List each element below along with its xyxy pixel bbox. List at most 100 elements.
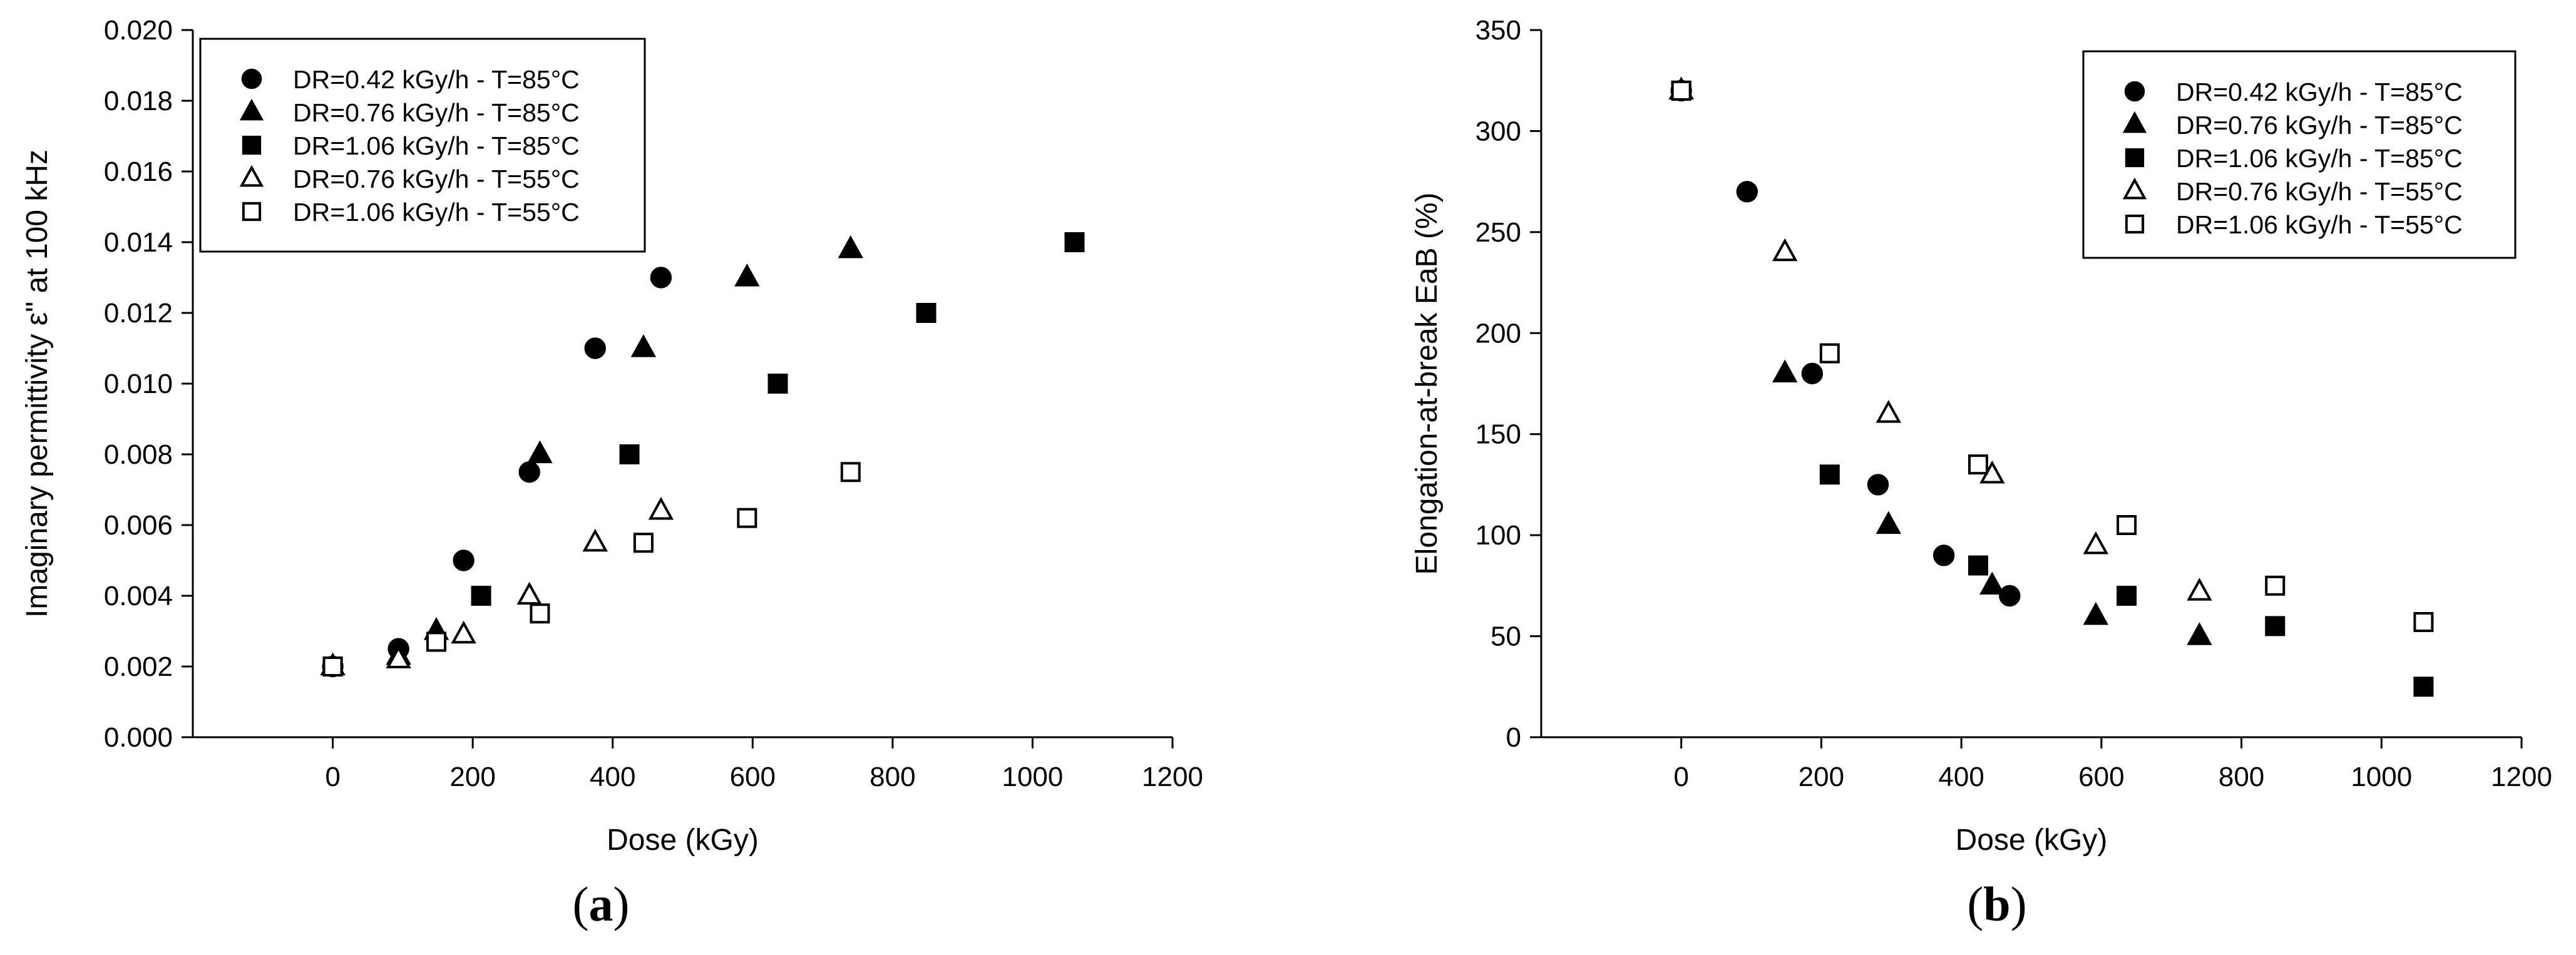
x-tick-label: 1200 bbox=[2491, 762, 2552, 792]
data-point-a-s1-3 bbox=[527, 440, 553, 464]
legend-box bbox=[199, 38, 646, 253]
caption-b: (b) bbox=[1967, 877, 2027, 931]
x-tick-label: 600 bbox=[2078, 762, 2124, 792]
data-point-a-s4-4 bbox=[737, 508, 757, 528]
y-tick-label: 0.010 bbox=[104, 369, 173, 399]
x-tick-label: 600 bbox=[730, 762, 776, 792]
data-point-a-s4-3 bbox=[633, 533, 654, 553]
series-2 bbox=[322, 232, 1085, 677]
y-tick-label: 0.014 bbox=[104, 227, 173, 258]
data-point-b-s2-2 bbox=[1968, 555, 1988, 576]
data-point-b-s2-5 bbox=[2413, 677, 2434, 697]
x-tick-label: 1000 bbox=[1002, 762, 1063, 792]
x-tick-label: 800 bbox=[870, 762, 915, 792]
x-tick-label: 800 bbox=[2219, 762, 2264, 792]
data-point-a-s4-0 bbox=[322, 656, 343, 677]
y-tick-label: 150 bbox=[1475, 419, 1521, 450]
x-tick-label: 1000 bbox=[2351, 762, 2412, 792]
data-point-a-s4-2 bbox=[530, 603, 550, 624]
legend-label-0: DR=0.42 kGy/h - T=85°C bbox=[293, 65, 580, 94]
data-point-b-s3-5 bbox=[2187, 578, 2212, 601]
legend-label-3: DR=0.76 kGy/h - T=55°C bbox=[293, 165, 580, 193]
data-point-a-s1-6 bbox=[838, 235, 863, 258]
y-axis-title: Elongation-at-break EaB (%) bbox=[1410, 193, 1444, 575]
y-axis-title: Imaginary permittivity ε" at 100 kHz bbox=[21, 150, 54, 618]
legend-marker-4 bbox=[2125, 214, 2145, 234]
data-point-a-s1-5 bbox=[734, 263, 760, 287]
data-point-b-s2-3 bbox=[2117, 586, 2137, 606]
legend-label-0: DR=0.42 kGy/h - T=85°C bbox=[2176, 78, 2463, 106]
data-point-b-s1-2 bbox=[1876, 511, 1902, 534]
y-tick-label: 300 bbox=[1475, 116, 1521, 146]
legend-label-4: DR=1.06 kGy/h - T=55°C bbox=[293, 198, 580, 227]
data-point-b-s1-1 bbox=[1772, 359, 1798, 383]
data-point-b-s4-1 bbox=[1819, 343, 1840, 364]
legend-label-1: DR=0.76 kGy/h - T=85°C bbox=[2176, 111, 2463, 140]
data-point-b-s4-0 bbox=[1671, 80, 1691, 101]
data-point-a-s0-2 bbox=[453, 549, 475, 571]
y-tick-label: 250 bbox=[1475, 217, 1521, 248]
chart-b: 0 200 400 600 800 1000 1200 0 50 100 150 200 250 300 3… bbox=[1410, 15, 2552, 857]
data-point-b-s1-4 bbox=[2083, 601, 2109, 625]
caption-a: (a) bbox=[572, 877, 630, 931]
data-point-b-s0-4 bbox=[1932, 544, 1955, 566]
data-point-b-s3-1 bbox=[1772, 238, 1798, 262]
y-tick-label: 0.006 bbox=[104, 510, 173, 541]
data-point-b-s4-3 bbox=[2117, 515, 2137, 535]
data-point-b-s3-4 bbox=[2083, 531, 2109, 554]
x-tick-label: 400 bbox=[1938, 762, 1984, 792]
legend-marker-0 bbox=[2124, 81, 2145, 102]
data-point-a-s3-3 bbox=[516, 581, 542, 605]
data-point-a-s3-4 bbox=[582, 528, 608, 552]
data-point-a-s4-1 bbox=[426, 631, 447, 652]
x-axis-title: Dose (kGy) bbox=[607, 824, 759, 857]
legend-label-2: DR=1.06 kGy/h - T=85°C bbox=[293, 131, 580, 160]
legend-label-4: DR=1.06 kGy/h - T=55°C bbox=[2176, 210, 2463, 239]
x-tick-label: 200 bbox=[449, 762, 495, 792]
y-tick-label: 0.002 bbox=[104, 651, 173, 682]
data-point-a-s3-5 bbox=[648, 497, 674, 520]
series-4 bbox=[322, 462, 861, 677]
x-tick-label: 200 bbox=[1799, 762, 1844, 792]
data-point-b-s0-5 bbox=[1999, 585, 2021, 607]
y-tick-label: 0.020 bbox=[104, 15, 173, 46]
data-point-a-s4-5 bbox=[840, 462, 861, 483]
y-tick-label: 100 bbox=[1475, 520, 1521, 551]
y-tick-label: 50 bbox=[1491, 621, 1521, 652]
caption-a-letter: a bbox=[588, 877, 613, 931]
data-point-b-s2-4 bbox=[2265, 616, 2286, 636]
series-1 bbox=[320, 235, 863, 676]
legend-marker-3 bbox=[239, 165, 264, 187]
legend-marker-2 bbox=[2125, 148, 2145, 168]
legend-label-2: DR=1.06 kGy/h - T=85°C bbox=[2176, 144, 2463, 173]
legend-label-1: DR=0.76 kGy/h - T=85°C bbox=[293, 98, 580, 127]
data-point-b-s3-2 bbox=[1876, 400, 1902, 423]
series-0 bbox=[322, 267, 672, 678]
series-3 bbox=[320, 497, 674, 676]
legend-marker-0 bbox=[241, 68, 262, 89]
data-point-b-s1-5 bbox=[2187, 622, 2212, 645]
data-point-a-s3-2 bbox=[451, 620, 476, 644]
data-point-a-s1-4 bbox=[630, 334, 657, 357]
x-tick-label: 1200 bbox=[1142, 762, 1203, 792]
y-tick-label: 0.004 bbox=[104, 581, 173, 611]
y-tick-label: 350 bbox=[1475, 15, 1521, 46]
series-2 bbox=[1671, 80, 2434, 697]
data-point-b-s0-1 bbox=[1736, 181, 1758, 203]
data-point-a-s2-3 bbox=[619, 444, 640, 464]
data-point-b-s1-3 bbox=[1979, 571, 2005, 595]
data-point-a-s0-5 bbox=[650, 267, 672, 289]
data-point-a-s2-6 bbox=[1064, 232, 1085, 252]
caption-b-letter: b bbox=[1983, 877, 2011, 931]
y-tick-label: 0 bbox=[1506, 722, 1521, 753]
x-axis-title: Dose (kGy) bbox=[1956, 824, 2108, 857]
data-point-a-s0-4 bbox=[584, 337, 606, 359]
data-point-b-s4-2 bbox=[1968, 454, 1988, 475]
data-point-b-s2-1 bbox=[1819, 464, 1840, 485]
chart-a: 0 200 400 600 800 1000 1200 0.000 0.002 0.004 0.00… bbox=[21, 15, 1203, 857]
y-tick-label: 0.000 bbox=[104, 722, 173, 753]
series-4 bbox=[1671, 80, 2434, 632]
data-point-a-s2-4 bbox=[767, 374, 788, 394]
series-0 bbox=[1670, 79, 2021, 607]
data-point-a-s3-1 bbox=[386, 645, 411, 668]
